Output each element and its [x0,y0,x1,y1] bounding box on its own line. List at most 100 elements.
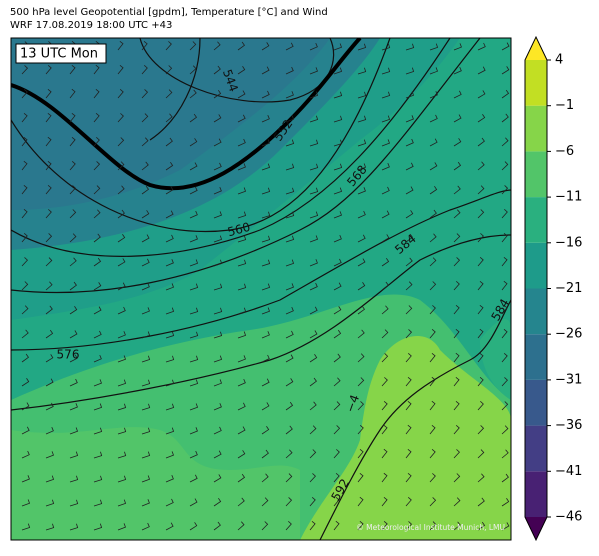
wind-barb [45,329,54,339]
wind-barb [405,281,413,291]
wind-barb [501,185,509,195]
wind-barb [21,450,30,459]
wind-barb [165,65,173,75]
wind-barb [69,112,76,123]
wind-barb [381,115,391,123]
wind-barb [237,426,246,435]
wind-barb [69,161,76,171]
wind-barb [189,331,199,339]
wind-barb [381,521,388,531]
wind-barb [261,66,270,75]
wind-barb [93,161,101,171]
wind-barb [45,523,55,531]
wind-barb [477,90,486,99]
wind-barb [453,497,461,507]
wind-barb [93,112,100,123]
wind-barb [333,163,343,171]
credit: © Meteorological Institute Munich, LMU [356,523,505,532]
wind-barb [477,257,484,267]
wind-barb [357,425,364,435]
wind-barb [477,114,486,123]
wind-barb [501,328,508,339]
wind-barb [429,162,438,171]
wind-barb [501,377,508,387]
colorbar-tick-label: −21 [555,281,582,296]
wind-barb [453,521,461,531]
wind-barb [69,306,78,315]
wind-barb [501,280,508,291]
wind-barb [429,400,436,411]
wind-barb [165,307,175,315]
wind-barb [165,283,175,291]
wind-barb [141,282,150,291]
wind-barb [309,401,317,411]
wind-barb [261,90,270,99]
wind-barb [477,425,485,435]
wind-barb [213,355,223,363]
wind-barb [309,425,317,435]
wind-barb [237,90,246,99]
wind-barb [405,210,414,219]
time-label: 13 UTC Mon [20,47,98,62]
wind-barb [165,113,173,123]
wind-barb [501,401,509,411]
wind-barb [309,497,316,507]
wind-barb [69,523,79,531]
wind-barb [261,449,269,459]
wind-barb [237,235,247,243]
wind-barb [477,473,485,483]
wind-barb [141,161,149,171]
wind-barb [261,235,271,243]
wind-barb [21,208,28,219]
wind-barb [501,113,509,123]
colorbar-band [525,334,547,380]
wind-barb [189,522,198,531]
colorbar-band [525,151,547,198]
wind-barb [333,235,342,243]
wind-barb [213,211,222,219]
wind-barb [501,42,510,51]
wind-barb [141,379,151,387]
colorbar-tick-label: −11 [555,190,582,205]
wind-barb [21,281,29,291]
wind-barb [117,403,127,411]
wind-barb [21,475,30,483]
wind-barb [309,115,319,123]
wind-barb [141,185,150,195]
wind-barb [405,472,412,483]
wind-barb [237,307,247,315]
wind-barb [453,425,460,435]
wind-barb [261,307,271,315]
wind-barb [45,209,52,219]
wind-barb [237,378,246,387]
wind-barb [141,40,148,51]
wind-barb [69,451,79,459]
wind-barb [333,329,342,339]
wind-barb [381,448,388,459]
wind-barb [501,161,509,171]
wind-barb [381,353,389,363]
wind-barb [213,474,222,483]
wind-barb [237,497,245,507]
wind-barb [453,257,461,267]
wind-barb [357,401,364,411]
wind-barb [93,523,103,531]
wind-barb [237,163,246,171]
wind-barb [213,138,222,147]
wind-barb [501,425,509,435]
wind-barb [189,65,197,75]
wind-barb [165,427,175,435]
wind-barb [189,235,198,243]
wind-barb [213,114,222,123]
wind-barb [381,186,390,195]
wind-barb [21,112,28,123]
wind-barb [117,282,126,291]
wind-barb [237,283,247,291]
wind-barb [21,184,28,195]
wind-barb [69,354,78,363]
wind-barb [357,43,367,51]
wind-barb [477,401,484,411]
wind-barb [261,378,270,387]
wind-barb [333,211,342,219]
wind-barb [141,89,149,99]
